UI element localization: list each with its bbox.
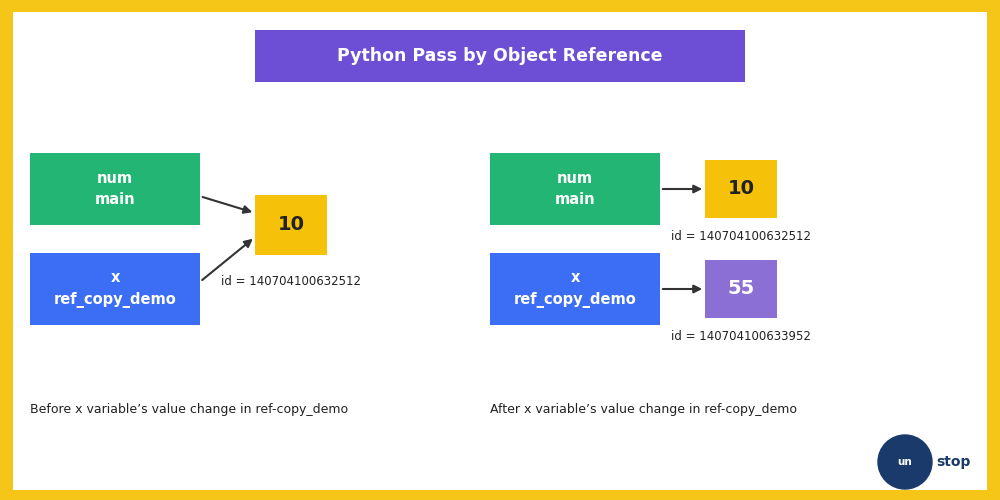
Text: un: un — [898, 457, 912, 467]
FancyBboxPatch shape — [705, 260, 777, 318]
Text: x
ref_copy_demo: x ref_copy_demo — [514, 270, 636, 308]
Text: Before x variable’s value change in ref-copy_demo: Before x variable’s value change in ref-… — [30, 404, 348, 416]
Text: id = 140704100633952: id = 140704100633952 — [671, 330, 811, 343]
FancyBboxPatch shape — [13, 12, 987, 490]
FancyBboxPatch shape — [30, 253, 200, 325]
Text: stop: stop — [936, 455, 970, 469]
Text: After x variable’s value change in ref-copy_demo: After x variable’s value change in ref-c… — [490, 404, 797, 416]
FancyBboxPatch shape — [255, 195, 327, 255]
FancyBboxPatch shape — [30, 153, 200, 225]
Text: num
main: num main — [95, 171, 135, 207]
FancyBboxPatch shape — [490, 153, 660, 225]
FancyBboxPatch shape — [255, 30, 745, 82]
Text: id = 140704100632512: id = 140704100632512 — [671, 230, 811, 243]
FancyBboxPatch shape — [705, 160, 777, 218]
Text: 55: 55 — [727, 280, 755, 298]
Text: x
ref_copy_demo: x ref_copy_demo — [54, 270, 176, 308]
FancyBboxPatch shape — [490, 253, 660, 325]
Text: 10: 10 — [277, 216, 304, 234]
Text: Python Pass by Object Reference: Python Pass by Object Reference — [337, 47, 663, 65]
Text: num
main: num main — [555, 171, 595, 207]
Circle shape — [878, 435, 932, 489]
Text: 10: 10 — [728, 180, 755, 199]
Text: id = 140704100632512: id = 140704100632512 — [221, 275, 361, 288]
